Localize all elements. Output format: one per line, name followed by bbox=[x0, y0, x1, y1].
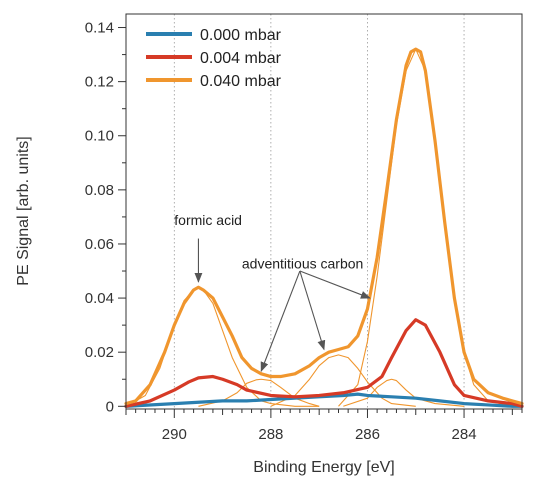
y-axis-title: PE Signal [arb. units] bbox=[15, 136, 32, 285]
series-line-2 bbox=[124, 318, 524, 408]
x-axis-title: Binding Energy [eV] bbox=[253, 459, 394, 476]
series-line-1 bbox=[124, 392, 524, 408]
legend-label-2: 0.004 mbar bbox=[200, 50, 282, 67]
y-axis: 0 0.02 0.04 0.06 0.08 0.10 0.12 0.14 bbox=[85, 20, 126, 415]
annotations: formic acid adventitious carbon bbox=[174, 212, 371, 373]
data-series bbox=[124, 47, 524, 408]
annotation-label-2: adventitious carbon bbox=[242, 255, 363, 271]
legend-label-3: 0.040 mbar bbox=[200, 73, 282, 90]
x-tick-label: 284 bbox=[452, 426, 477, 443]
fit-component-3 bbox=[270, 354, 416, 407]
annotation-label-1: formic acid bbox=[174, 212, 242, 228]
y-tick-label: 0.06 bbox=[85, 236, 114, 253]
y-tick-label: 0.14 bbox=[85, 20, 114, 37]
y-tick-label: 0 bbox=[106, 398, 114, 415]
annotation-arrow bbox=[299, 270, 371, 299]
x-tick-label: 288 bbox=[258, 426, 283, 443]
x-tick-label: 286 bbox=[355, 426, 380, 443]
y-tick-label: 0.12 bbox=[85, 74, 114, 91]
y-tick-label: 0.04 bbox=[85, 290, 114, 307]
fit-component-5 bbox=[343, 378, 465, 407]
fit-component-4 bbox=[338, 48, 513, 407]
annotation-arrow bbox=[260, 270, 301, 373]
x-axis: 290 288 286 284 bbox=[125, 409, 523, 443]
y-tick-label: 0.08 bbox=[85, 182, 114, 199]
fit-component-1 bbox=[125, 286, 320, 407]
annotation-arrow bbox=[299, 270, 326, 351]
plot-frame bbox=[125, 13, 523, 410]
fit-component-2 bbox=[198, 378, 320, 407]
y-tick-label: 0.10 bbox=[85, 128, 114, 145]
legend-label-1: 0.000 mbar bbox=[200, 27, 282, 44]
x-tick-label: 290 bbox=[162, 426, 187, 443]
legend: 0.000 mbar 0.004 mbar 0.040 mbar bbox=[146, 27, 282, 90]
series-line-3 bbox=[124, 47, 524, 406]
y-tick-label: 0.02 bbox=[85, 344, 114, 361]
